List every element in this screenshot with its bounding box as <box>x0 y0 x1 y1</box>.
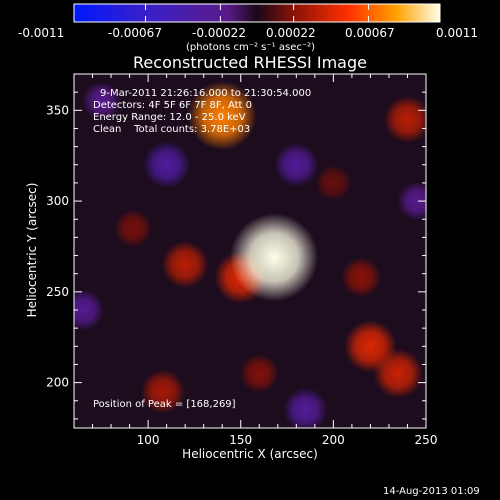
heat-source <box>283 387 328 428</box>
colorbar-tick-4: 0.00067 <box>345 26 395 40</box>
colorbar-units: (photons cm⁻² s⁻¹ asec⁻²) <box>186 42 315 53</box>
y-tick-label: 300 <box>46 194 69 208</box>
heat-source <box>230 213 319 302</box>
heatmap <box>74 74 426 428</box>
y-tick-label: 350 <box>46 103 69 117</box>
plot-frame <box>73 73 427 429</box>
heat-source <box>161 241 209 289</box>
colorbar-gradient <box>73 3 441 23</box>
y-tick-label: 250 <box>46 285 69 299</box>
x-tick-label: 250 <box>415 433 438 447</box>
heat-source <box>82 81 122 121</box>
heat-source <box>114 209 153 248</box>
colorbar: -0.0011 -0.00067 -0.00022 0.00022 0.0006… <box>18 3 478 53</box>
colorbar-tick-0: -0.0011 <box>18 26 64 40</box>
x-tick-label: 150 <box>229 433 252 447</box>
heat-source <box>341 257 382 298</box>
peak-position-label: Position of Peak = [168,269] <box>93 399 236 410</box>
x-axis-title: Heliocentric X (arcsec) <box>182 447 318 461</box>
heat-source <box>383 95 426 143</box>
colorbar-tick-1: -0.00067 <box>108 26 162 40</box>
detectors-label: Detectors: 4F 5F 6F 7F 8F, Att 0 <box>93 100 252 111</box>
y-axis-title: Heliocentric Y (arcsec) <box>25 183 39 318</box>
colorbar-tick-2: -0.00022 <box>192 26 246 40</box>
heat-source <box>274 142 319 187</box>
heat-source <box>315 164 352 202</box>
x-tick-label: 100 <box>137 433 160 447</box>
x-tick-label: 200 <box>322 433 345 447</box>
colorbar-tick-3: 0.00022 <box>266 26 316 40</box>
y-tick-label: 200 <box>46 376 69 390</box>
clean-counts-label: Clean Total counts: 3.78E+03 <box>93 124 250 135</box>
axis-ticks <box>74 73 427 428</box>
energy-range-label: Energy Range: 12.0 - 25.0 keV <box>93 112 246 123</box>
heat-source <box>140 369 186 414</box>
heat-source <box>344 320 397 373</box>
annotations: 9-Mar-2011 21:26:16.000 to 21:30:54.000 … <box>93 88 311 410</box>
chart-title: Reconstructed RHESSI Image <box>133 53 367 72</box>
heat-source <box>187 81 257 151</box>
footer-date: 14-Aug-2013 01:09 <box>383 486 480 497</box>
colorbar-tick-5: 0.0011 <box>436 26 478 40</box>
heat-source <box>397 181 426 221</box>
time-range-label: 9-Mar-2011 21:26:16.000 to 21:30:54.000 <box>100 88 311 99</box>
heat-source <box>239 354 279 393</box>
heat-source <box>143 141 191 189</box>
heat-source <box>74 289 105 331</box>
